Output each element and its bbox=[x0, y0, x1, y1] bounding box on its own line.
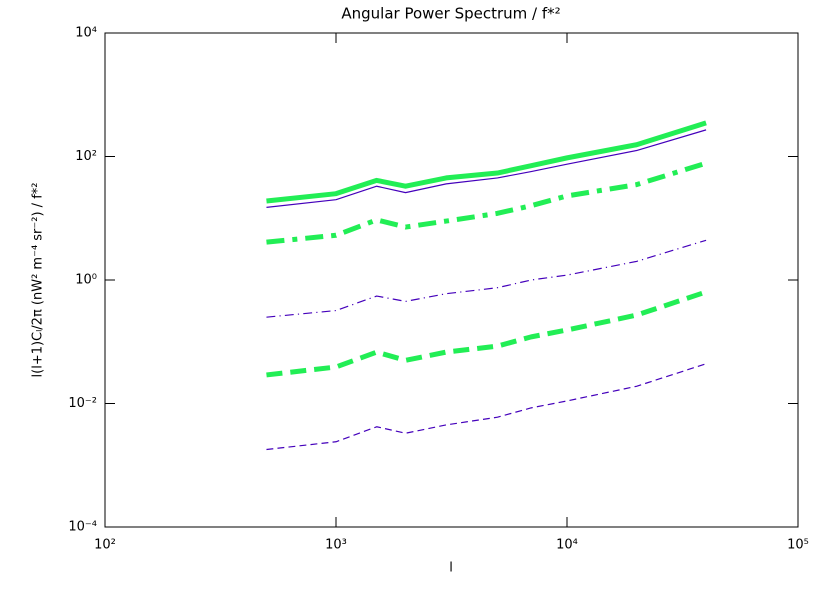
y-tick-label: 10⁻⁴ bbox=[68, 520, 97, 535]
series-line bbox=[266, 239, 707, 318]
x-tick-label: 10² bbox=[94, 538, 116, 553]
series-line bbox=[266, 363, 707, 451]
y-tick-label: 10⁰ bbox=[75, 273, 97, 288]
x-tick-label: 10³ bbox=[325, 538, 347, 553]
chart-title: Angular Power Spectrum / f*² bbox=[341, 5, 560, 23]
y-axis-label: l(l+1)Cₗ/2π (nW² m⁻⁴ sr⁻²) / f*² bbox=[31, 183, 46, 378]
series-line bbox=[266, 129, 707, 208]
y-tick-label: 10² bbox=[75, 149, 97, 164]
x-axis-label: l bbox=[449, 561, 453, 576]
series-line bbox=[266, 160, 707, 245]
plot-frame bbox=[104, 32, 799, 528]
y-tick-label: 10⁻² bbox=[68, 396, 97, 411]
series-line bbox=[266, 120, 707, 204]
x-tick-label: 10⁵ bbox=[787, 538, 809, 553]
x-tick-label: 10⁴ bbox=[556, 538, 578, 553]
y-tick-label: 10⁴ bbox=[75, 26, 97, 41]
series-line bbox=[266, 289, 707, 378]
